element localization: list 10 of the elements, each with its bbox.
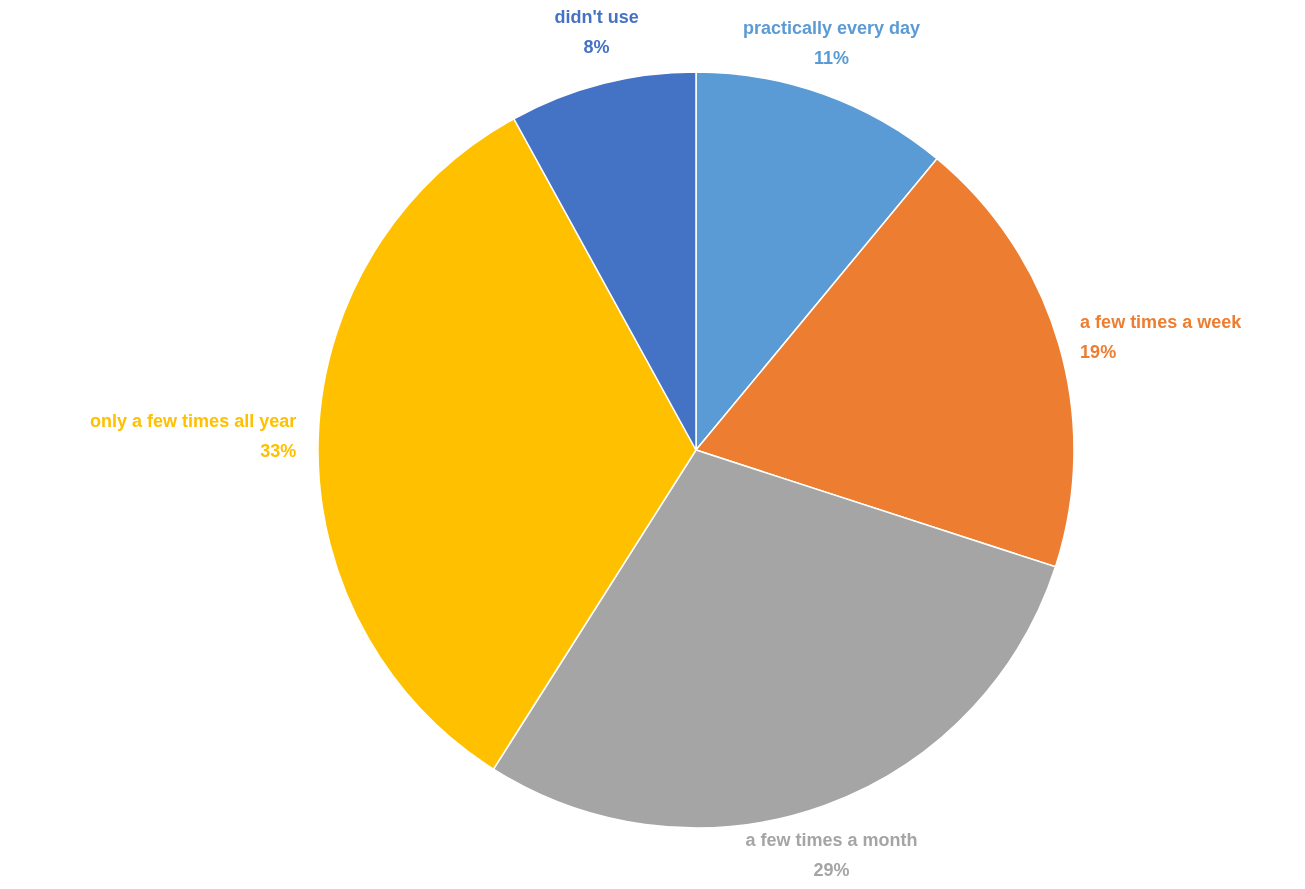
- data-label: 19%: [1080, 342, 1117, 363]
- slice-label: a few times a month: [745, 830, 918, 851]
- data-label: 33%: [260, 441, 297, 462]
- data-label: 11%: [813, 47, 850, 68]
- slice-label: didn't use: [554, 6, 639, 27]
- slice-label: practically every day: [742, 17, 921, 38]
- slice-label: a few times a week: [1080, 312, 1243, 333]
- slice-label: only a few times all year: [90, 411, 297, 432]
- data-label: 29%: [813, 860, 850, 881]
- data-label: 8%: [583, 36, 610, 57]
